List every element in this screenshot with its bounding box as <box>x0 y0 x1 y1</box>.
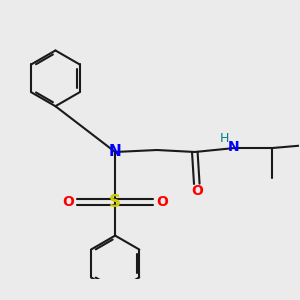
Text: S: S <box>109 193 121 211</box>
Text: O: O <box>191 184 203 198</box>
Text: O: O <box>156 195 168 209</box>
Text: O: O <box>62 195 74 209</box>
Text: N: N <box>228 140 239 154</box>
Text: H: H <box>220 132 229 145</box>
Text: N: N <box>109 145 122 160</box>
